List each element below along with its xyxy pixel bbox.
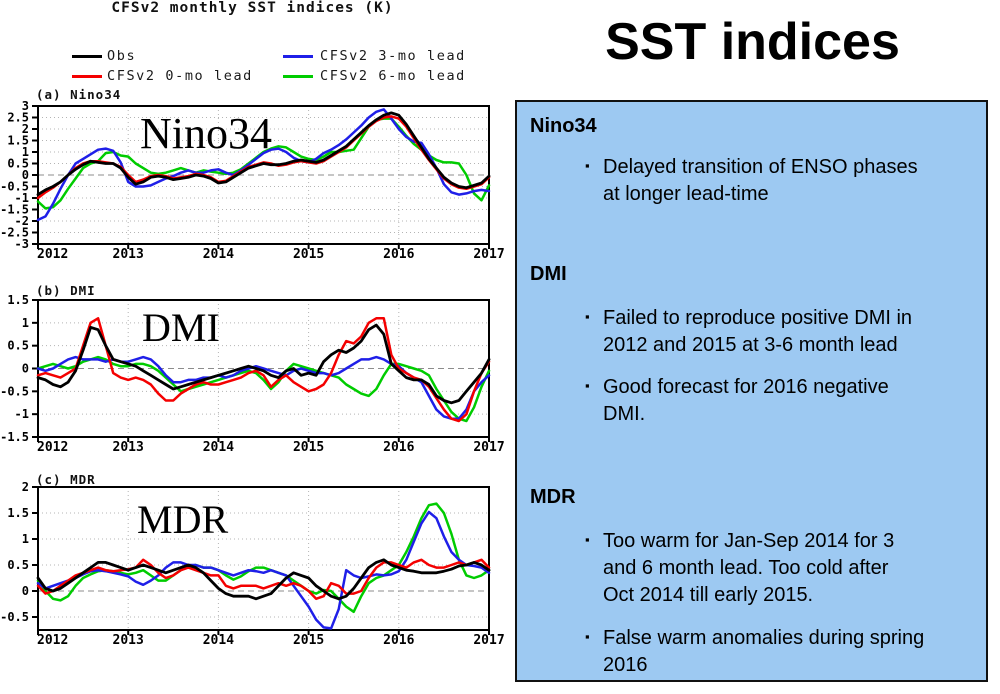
x-tick-label: 2017 xyxy=(473,440,504,455)
dmi-inner-title: DMI xyxy=(142,305,220,350)
y-tick-label: -1 xyxy=(15,407,29,421)
x-tick-label: 2015 xyxy=(293,247,324,262)
bullet-square-icon: ▪ xyxy=(585,532,590,547)
cfsv2-3-mo-lead-line xyxy=(36,355,491,420)
nino34-inner-title: Nino34 xyxy=(140,109,272,158)
y-tick-label: -1.5 xyxy=(0,430,29,444)
bullet-text: Failed to reproduce positive DMI in 2012… xyxy=(603,307,913,356)
y-tick-label: 0 xyxy=(22,584,29,598)
y-tick-label: 2 xyxy=(22,122,29,136)
axes: 1.5 1 0.5 0 -0.5 -1 -1.5 2012 2013 2014 2015 2016 20… xyxy=(0,293,505,455)
bullet-text: Too warm for Jan-Sep 2014 for 3 and 6 mo… xyxy=(603,530,895,606)
bullet-square-icon: ▪ xyxy=(585,309,590,324)
bullet-text: Good forecast for 2016 negative DMI. xyxy=(603,376,889,425)
legend-label-6mo: CFSv2 6-mo lead xyxy=(320,68,466,84)
cfsv2-3-mo-lead-line xyxy=(36,510,491,630)
mdr-heading: MDR xyxy=(530,486,576,508)
y-tick-label: 0 xyxy=(22,168,29,182)
x-tick-label: 2016 xyxy=(383,633,414,648)
bullet-text: False warm anomalies during spring 2016 xyxy=(603,627,925,676)
y-tick-label: -1.5 xyxy=(0,203,29,217)
dmi-heading: DMI xyxy=(530,263,567,285)
panel-c-label: (c) MDR xyxy=(36,472,96,487)
y-tick-label: 2.5 xyxy=(7,111,29,125)
panel-b-label: (b) DMI xyxy=(36,283,96,298)
gridlines xyxy=(38,487,489,630)
legend-label-0mo: CFSv2 0-mo lead xyxy=(107,68,253,84)
x-tick-label: 2013 xyxy=(113,247,144,262)
mdr-chart: 2 1.5 1 0.5 0 -0.5 2012 2013 2014 2015 2016 2017 xyxy=(0,480,505,648)
x-tick-label: 2017 xyxy=(473,633,504,648)
y-tick-label: 3 xyxy=(22,99,29,113)
y-tick-label: 0.5 xyxy=(7,157,29,171)
slide-title: SST indices xyxy=(605,13,900,71)
y-tick-label: 0 xyxy=(22,362,29,376)
x-tick-label: 2016 xyxy=(383,247,414,262)
x-tick-label: 2017 xyxy=(473,247,504,262)
cfsv2-6-mo-lead-line xyxy=(36,355,491,423)
cfsv2-3-mo-lead-line xyxy=(36,108,491,222)
cfsv2-0-mo-lead-line xyxy=(36,558,491,601)
y-tick-label: 1 xyxy=(22,145,29,159)
y-tick-label: -2.5 xyxy=(0,226,29,240)
y-tick-label: 0.5 xyxy=(7,339,29,353)
y-tick-label: -2 xyxy=(15,214,29,228)
axes: 32.521.510.50-0.5-1-1.5-2-2.5-3 2012 2013 2… xyxy=(0,99,505,262)
x-tick-label: 2014 xyxy=(203,633,234,648)
legend-label-3mo: CFSv2 3-mo lead xyxy=(320,48,466,64)
y-tick-label: -0.5 xyxy=(0,180,29,194)
bullet-square-icon: ▪ xyxy=(585,629,590,644)
cfsv2-6mo-line-swatch xyxy=(283,75,313,78)
obs-line xyxy=(36,323,491,405)
bullet-square-icon: ▪ xyxy=(585,158,590,173)
cfsv2-0-mo-lead-line xyxy=(36,317,491,423)
bullet-square-icon: ▪ xyxy=(585,378,590,393)
x-tick-label: 2016 xyxy=(383,440,414,455)
y-tick-label: -1 xyxy=(15,191,29,205)
y-tick-label: -0.5 xyxy=(0,384,29,398)
legend-swatch-6mo xyxy=(283,75,313,78)
x-tick-label: 2015 xyxy=(293,440,324,455)
obs-line-swatch xyxy=(72,55,102,58)
x-tick-label: 2012 xyxy=(37,247,68,262)
bullet-text: Delayed transition of ENSO phases at lon… xyxy=(603,156,918,205)
y-tick-label: 0.5 xyxy=(7,558,29,572)
y-tick-label: 1.5 xyxy=(7,293,29,307)
y-tick-label: 1.5 xyxy=(7,134,29,148)
nino34-chart: 32.521.510.50-0.5-1-1.5-2-2.5-3 2012 2013 2… xyxy=(0,99,505,262)
y-tick-label: 1 xyxy=(22,532,29,546)
mdr-inner-title: MDR xyxy=(137,497,229,542)
x-tick-label: 2012 xyxy=(37,633,68,648)
x-tick-label: 2014 xyxy=(203,247,234,262)
y-tick-label: -3 xyxy=(15,237,29,251)
legend-swatch-0mo xyxy=(72,75,102,78)
y-tick-label: 2 xyxy=(22,480,29,494)
y-tick-label: 1.5 xyxy=(7,506,29,520)
panel-a-label: (a) Nino34 xyxy=(36,87,122,102)
x-tick-label: 2014 xyxy=(203,440,234,455)
dmi-chart: 1.5 1 0.5 0 -0.5 -1 -1.5 2012 2013 2014 2015 2016 20… xyxy=(0,293,505,455)
cfsv2-3mo-line-swatch xyxy=(283,55,313,58)
y-tick-label: -0.5 xyxy=(0,610,29,624)
plot-border xyxy=(37,486,490,631)
obs-line xyxy=(36,111,491,196)
obs-line xyxy=(36,558,491,601)
x-tick-label: 2015 xyxy=(293,633,324,648)
legend-swatch-3mo xyxy=(283,55,313,58)
legend-label-obs: Obs xyxy=(107,48,137,64)
notes-panel: Nino34 ▪ Delayed transition of ENSO phas… xyxy=(515,100,988,682)
axes: 2 1.5 1 0.5 0 -0.5 2012 2013 2014 2015 2016 2017 xyxy=(0,480,505,648)
y-tick-label: 1 xyxy=(22,316,29,330)
cfsv2-0mo-line-swatch xyxy=(72,75,102,78)
x-tick-label: 2012 xyxy=(37,440,68,455)
nino34-heading: Nino34 xyxy=(530,115,597,137)
legend-swatch-obs xyxy=(72,55,102,58)
x-tick-label: 2013 xyxy=(113,633,144,648)
x-tick-label: 2013 xyxy=(113,440,144,455)
figure-title: CFSv2 monthly SST indices (K) xyxy=(111,0,394,16)
